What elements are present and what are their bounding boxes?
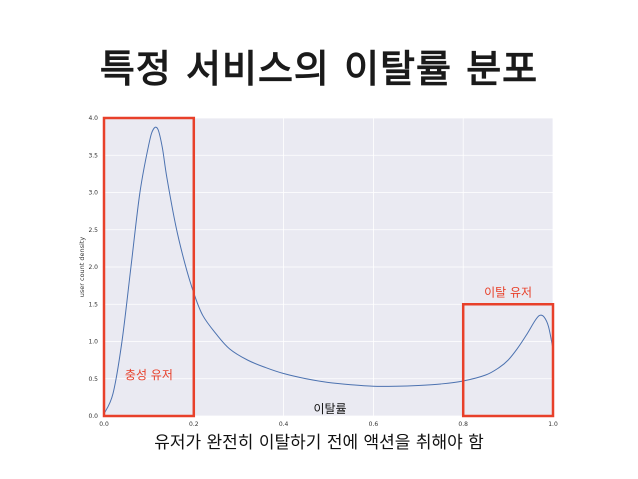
y-tick-label: 1.5 [88, 301, 98, 308]
y-axis-label: user count density [78, 237, 86, 298]
y-tick-label: 2.0 [88, 264, 98, 271]
highlight-box [461, 303, 555, 418]
x-tick-label: 0.8 [458, 421, 468, 428]
x-tick-label: 0.4 [279, 421, 289, 428]
x-tick-label: 0.0 [99, 421, 109, 428]
density-curve [103, 126, 554, 414]
x-tick-label: 0.6 [369, 421, 379, 428]
y-tick-label: 0.0 [88, 413, 98, 420]
y-tick-label: 2.5 [88, 227, 98, 234]
slide-title: 특정 서비스의 이탈률 분포 [99, 47, 539, 91]
x-tick-label: 0.2 [189, 421, 199, 428]
highlight-box [102, 116, 196, 418]
y-tick-label: 0.5 [88, 376, 98, 383]
y-tick-label: 3.5 [88, 152, 98, 159]
y-tick-label: 1.0 [88, 339, 98, 346]
y-tick-labels: 0.0 0.5 1.0 1.5 2.0 2.5 3.0 3.5 4.0 [88, 115, 98, 420]
x-tick-label: 1.0 [548, 421, 558, 428]
annotation-label: 충성 유저 [125, 368, 173, 382]
slide-subtitle: 유저가 완전히 이탈하기 전에 액션을 취해야 함 [154, 433, 484, 453]
y-tick-label: 3.0 [88, 190, 98, 197]
x-axis-label: 이탈률 [313, 402, 346, 416]
y-tick-label: 4.0 [88, 115, 98, 122]
annotations: 충성 유저 이탈 유저 [102, 116, 555, 418]
annotation-label: 이탈 유저 [484, 285, 532, 299]
x-tick-labels: 0.0 0.2 0.4 0.6 0.8 1.0 [99, 421, 558, 428]
